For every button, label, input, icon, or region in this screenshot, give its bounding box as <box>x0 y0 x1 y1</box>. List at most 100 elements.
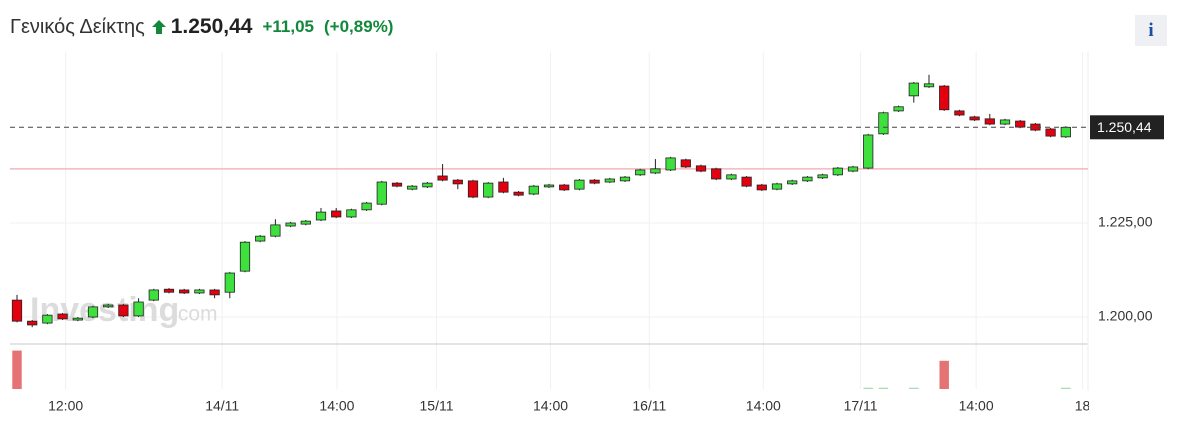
candle-body <box>270 224 281 237</box>
candle-body <box>893 106 904 112</box>
last-price-box <box>1090 115 1164 140</box>
x-tick-label: 18 <box>1075 398 1091 414</box>
candle-body <box>756 184 767 191</box>
last-price-label: 1.250,44 <box>1097 119 1152 135</box>
candle-body <box>559 184 570 191</box>
candle-body <box>741 176 752 187</box>
y-tick-label: 1.200,00 <box>1098 308 1153 324</box>
watermark-suffix: .com <box>172 303 218 326</box>
candle-body <box>300 220 311 225</box>
candle-body <box>42 314 53 324</box>
x-tick-label: 16/11 <box>632 398 666 414</box>
candle-body <box>528 185 539 195</box>
candle-body <box>376 181 387 205</box>
candle-body <box>148 289 159 301</box>
x-tick-label: 14:00 <box>959 398 994 414</box>
candle-body <box>908 82 919 97</box>
candle-body <box>574 179 585 190</box>
candle-body <box>680 159 691 168</box>
candle-body <box>437 175 448 181</box>
candle-body <box>878 112 889 135</box>
candle-body <box>847 166 859 172</box>
candle-body <box>817 174 828 179</box>
x-tick-label: 15/11 <box>420 398 454 414</box>
candle-body <box>939 85 950 111</box>
candle-body <box>619 176 631 182</box>
x-tick-label: 12:00 <box>48 398 83 414</box>
candle-body <box>1045 128 1056 137</box>
candle-body <box>832 167 843 176</box>
candle-body <box>787 180 798 185</box>
candle-body <box>695 165 707 172</box>
candle-body <box>711 168 722 180</box>
candle-body <box>194 289 205 294</box>
volume-bar <box>12 350 22 389</box>
candle-body <box>1015 120 1026 128</box>
candle-body <box>513 191 524 196</box>
candle-body <box>650 168 661 174</box>
candle-body <box>589 179 600 184</box>
up-arrow <box>151 20 166 34</box>
candle-body <box>255 235 266 242</box>
candle-body <box>391 182 403 187</box>
volume-bar <box>1061 387 1071 389</box>
candle-body <box>452 179 463 185</box>
header: Γενικός Δείκτης 1.250,44 +11,05 (+0,89%) <box>10 14 393 40</box>
candle-body <box>57 313 68 320</box>
candle-body <box>543 184 555 188</box>
candle-body <box>285 222 296 227</box>
volume-bar <box>878 387 889 389</box>
candle-body <box>771 183 783 190</box>
candle-body <box>467 180 479 198</box>
candle-body <box>27 320 38 326</box>
volume-bar <box>939 360 949 389</box>
x-labels: 12:00 14/11 14:00 15/11 14:00 16/11 14:00 17/11… <box>48 398 1091 414</box>
candle-body <box>498 181 509 193</box>
last-price: 1.250,44 <box>170 15 253 38</box>
x-tick-label: 14:00 <box>533 398 568 414</box>
candle-body <box>87 306 99 318</box>
candle-body <box>346 209 357 218</box>
candle-body <box>863 134 874 169</box>
candle-body <box>665 157 676 171</box>
candle-body <box>315 211 327 221</box>
candle-body <box>635 169 646 176</box>
index-name: Γενικός Δείκτης <box>10 15 145 38</box>
candle-body <box>361 202 372 211</box>
change-percent: (+0,89%) <box>324 17 394 36</box>
volume-bar <box>909 387 919 389</box>
candle-body <box>969 116 980 121</box>
candle-body <box>726 174 737 180</box>
candle-body <box>604 178 615 183</box>
candle-body <box>11 299 23 322</box>
candle-body <box>118 304 129 317</box>
candle-body <box>422 182 433 188</box>
candle-body <box>239 241 251 272</box>
candle-body <box>923 83 935 88</box>
change: +11,05 <box>262 17 315 36</box>
candle-body <box>133 301 144 317</box>
candle-body <box>103 304 114 308</box>
candle-body <box>483 182 494 198</box>
x-tick-label: 14:00 <box>319 398 354 414</box>
candle-body <box>407 185 418 190</box>
y-tick-label: 1.225,00 <box>1098 214 1153 230</box>
candle-body <box>1060 126 1071 138</box>
candle-body <box>179 289 190 294</box>
candle-body <box>984 118 995 125</box>
x-tick-label: 17/11 <box>844 398 878 414</box>
candle-body <box>209 289 220 296</box>
candle-body <box>72 317 83 321</box>
candle-body <box>802 176 813 182</box>
candle-body <box>224 272 235 293</box>
x-tick-label: 14/11 <box>205 398 239 414</box>
candle-body <box>954 110 965 116</box>
candle-body <box>999 119 1011 125</box>
info-button[interactable]: i <box>1135 15 1167 46</box>
volume-bar <box>863 387 873 389</box>
candle-body <box>331 210 342 218</box>
x-tick-label: 14:00 <box>746 398 781 414</box>
candle-body <box>163 288 175 293</box>
